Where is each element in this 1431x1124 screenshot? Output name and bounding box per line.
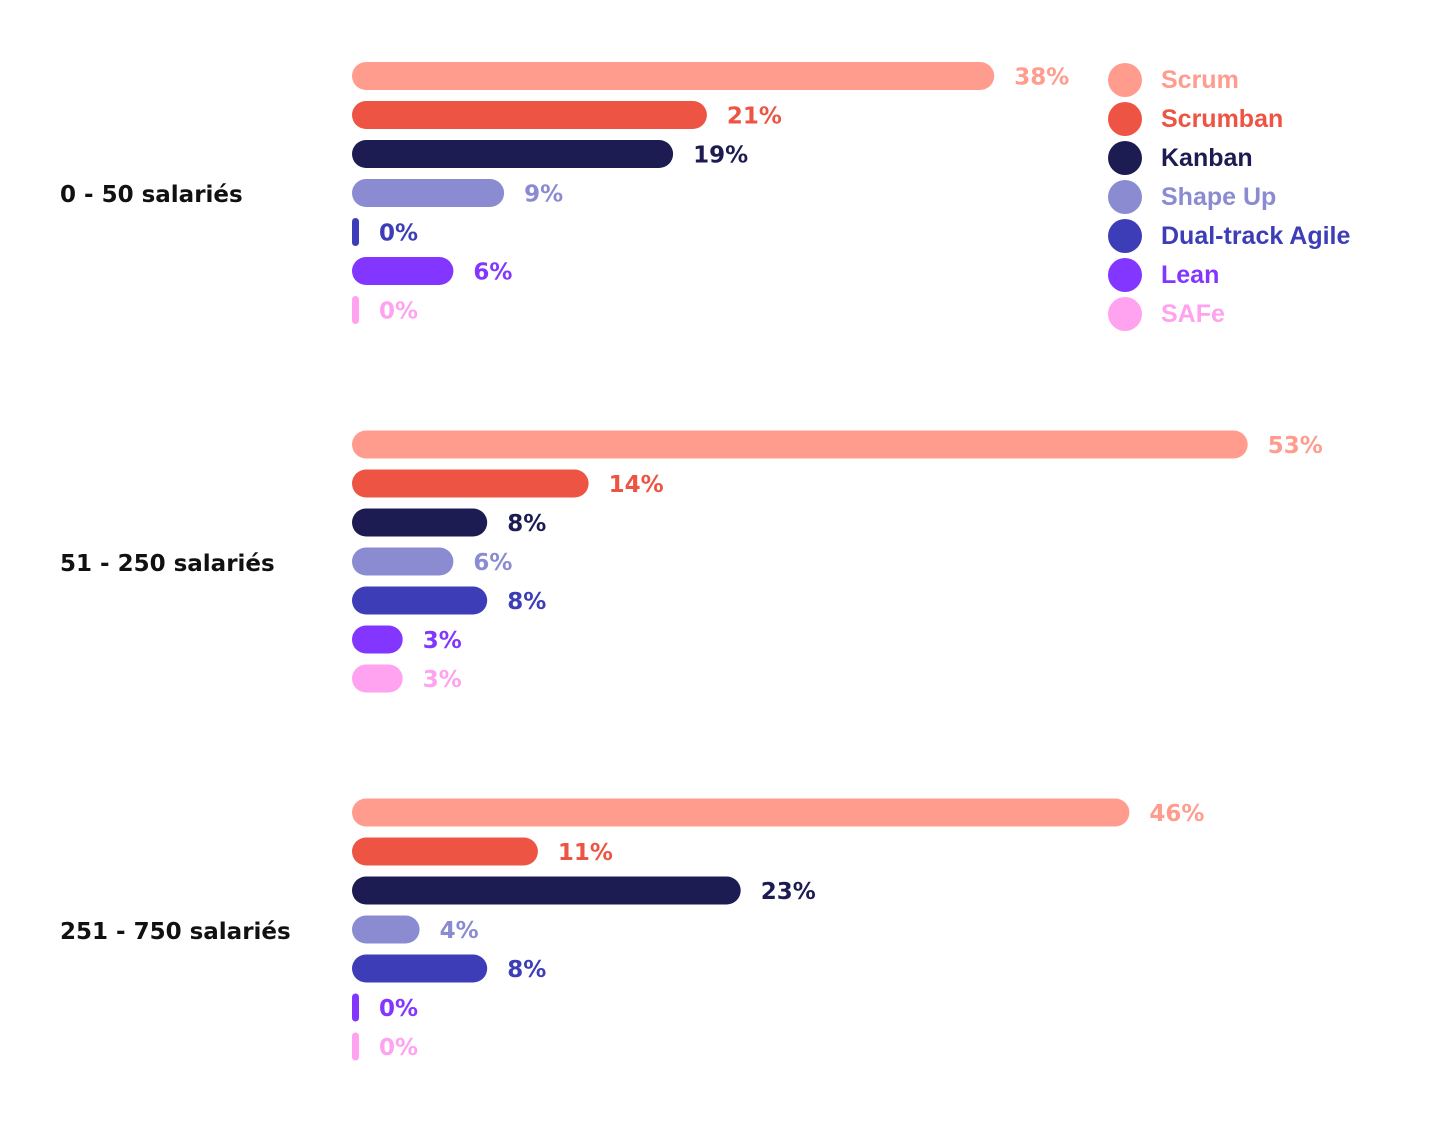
legend-label-scrum: Scrum (1161, 65, 1239, 94)
value-label-251-750-salari-s-lean: 0% (379, 996, 418, 1022)
legend-label-shape-up: Shape Up (1161, 182, 1277, 211)
value-label-51-250-salari-s-shape-up: 6% (473, 550, 512, 576)
value-label-0-50-salari-s-scrumban: 21% (727, 104, 782, 130)
legend-item-scrumban: Scrumban (1108, 99, 1418, 138)
bar-251-750-salari-s-dual-track-agile (352, 954, 488, 983)
legend: Scrum Scrumban Kanban Shape Up Dual-trac… (1108, 60, 1418, 333)
value-label-0-50-salari-s-shape-up: 9% (524, 182, 563, 208)
group-label-0-50: 0 - 50 salariés (60, 182, 243, 208)
value-label-0-50-salari-s-kanban: 19% (693, 143, 748, 169)
legend-item-safe: SAFe (1108, 294, 1418, 333)
value-label-51-250-salari-s-lean: 3% (423, 628, 462, 654)
value-label-51-250-salari-s-kanban: 8% (507, 511, 546, 537)
legend-label-kanban: Kanban (1161, 143, 1253, 172)
legend-swatch-shape-up (1108, 179, 1142, 214)
bar-251-750-salari-s-kanban (352, 876, 741, 905)
bar-0-50-salari-s-shape-up (352, 179, 505, 207)
bar-251-750-salari-s-safe (352, 1032, 359, 1061)
legend-swatch-scrum (1108, 62, 1142, 97)
bar-251-750-salari-s-scrum (352, 798, 1130, 827)
legend-label-lean: Lean (1161, 260, 1220, 289)
value-label-51-250-salari-s-scrum: 53% (1268, 433, 1323, 459)
value-label-0-50-salari-s-scrum: 38% (1014, 65, 1069, 91)
bar-0-50-salari-s-kanban (352, 140, 674, 168)
bar-0-50-salari-s-scrum (352, 62, 995, 90)
group-label-51-250: 51 - 250 salariés (60, 551, 275, 577)
legend-item-kanban: Kanban (1108, 138, 1418, 177)
bars-layer: 38% 21% 19% 9% 0% 6% 0% 53% 14% 8% 6% 8% 3% 3% 46% 11% 2… (352, 62, 1323, 1061)
bar-51-250-salari-s-lean (352, 625, 403, 654)
value-label-51-250-salari-s-dual-track-agile: 8% (507, 589, 546, 615)
bar-251-750-salari-s-shape-up (352, 915, 420, 944)
value-label-251-750-salari-s-dual-track-agile: 8% (507, 957, 546, 983)
legend-label-scrumban: Scrumban (1161, 104, 1284, 133)
bar-51-250-salari-s-scrum (352, 430, 1248, 459)
bar-0-50-salari-s-scrumban (352, 101, 707, 129)
legend-swatch-safe (1108, 296, 1142, 331)
legend-swatch-lean (1108, 257, 1142, 292)
value-label-251-750-salari-s-scrum: 46% (1149, 801, 1204, 827)
legend-item-lean: Lean (1108, 255, 1418, 294)
bar-0-50-salari-s-safe (352, 296, 359, 324)
bar-51-250-salari-s-safe (352, 664, 403, 693)
bar-251-750-salari-s-scrumban (352, 837, 538, 866)
legend-label-dual-track-agile: Dual-track Agile (1161, 221, 1351, 250)
value-label-0-50-salari-s-safe: 0% (379, 299, 418, 325)
bar-51-250-salari-s-dual-track-agile (352, 586, 488, 615)
bar-51-250-salari-s-kanban (352, 508, 488, 537)
value-label-0-50-salari-s-lean: 6% (473, 260, 512, 286)
bar-51-250-salari-s-shape-up (352, 547, 454, 576)
legend-swatch-scrumban (1108, 101, 1142, 136)
value-label-251-750-salari-s-kanban: 23% (761, 879, 816, 905)
legend-swatch-kanban (1108, 140, 1142, 175)
legend-item-dual-track-agile: Dual-track Agile (1108, 216, 1418, 255)
bar-51-250-salari-s-scrumban (352, 469, 589, 498)
value-label-51-250-salari-s-safe: 3% (423, 667, 462, 693)
group-label-251-750: 251 - 750 salariés (60, 919, 291, 945)
bar-0-50-salari-s-dual-track-agile (352, 218, 359, 246)
legend-item-shape-up: Shape Up (1108, 177, 1418, 216)
value-label-51-250-salari-s-scrumban: 14% (609, 472, 664, 498)
legend-swatch-dual-track-agile (1108, 218, 1142, 253)
value-label-251-750-salari-s-shape-up: 4% (440, 918, 479, 944)
value-label-251-750-salari-s-scrumban: 11% (558, 840, 613, 866)
legend-item-scrum: Scrum (1108, 60, 1418, 99)
legend-label-safe: SAFe (1161, 299, 1225, 328)
bar-0-50-salari-s-lean (352, 257, 454, 285)
bar-251-750-salari-s-lean (352, 993, 359, 1022)
value-label-251-750-salari-s-safe: 0% (379, 1035, 418, 1061)
value-label-0-50-salari-s-dual-track-agile: 0% (379, 221, 418, 247)
